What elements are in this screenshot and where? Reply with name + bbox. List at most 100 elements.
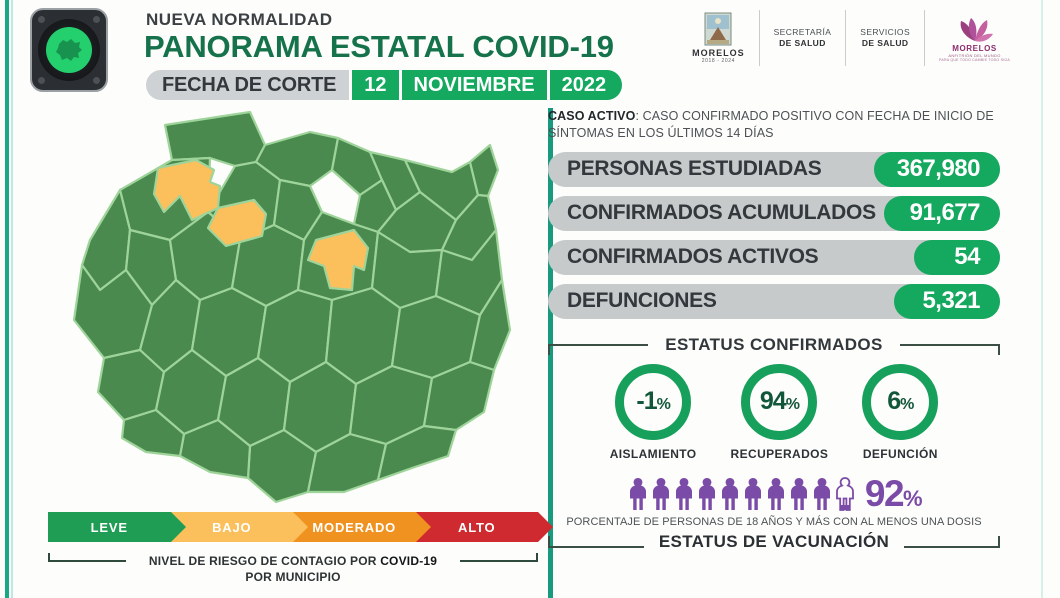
risk-level-leve[interactable]: LEVE bbox=[48, 512, 185, 542]
secretaria-line2: DE SALUD bbox=[779, 38, 826, 48]
cutoff-date-label: FECHA DE CORTE bbox=[146, 70, 350, 100]
traffic-light-green-lamp bbox=[46, 27, 92, 73]
traffic-light-icon bbox=[30, 8, 108, 92]
morelos-municipality-map[interactable] bbox=[55, 100, 535, 510]
vaccination-percent: 92% bbox=[864, 472, 923, 514]
logo-bar: MORELOS 2018 - 2024 SECRETARÍA DE SALUD … bbox=[678, 7, 1024, 69]
stat-value: 5,321 bbox=[894, 283, 1000, 319]
cutoff-date-pill: FECHA DE CORTE 12 NOVIEMBRE 2022 bbox=[146, 70, 623, 100]
risk-level-legend: LEVE BAJO MODERADO ALTO NIVEL DE RIESGO … bbox=[48, 512, 553, 585]
bracket-tick-right bbox=[998, 343, 1000, 355]
stat-label: PERSONAS ESTUDIADAS bbox=[567, 157, 822, 180]
legend-caption-a: NIVEL DE RIESGO DE CONTAGIO POR bbox=[148, 554, 381, 568]
status-percent: 94% bbox=[759, 387, 800, 415]
risk-level-alto[interactable]: ALTO bbox=[415, 512, 553, 542]
logo-secretaria-salud: SECRETARÍA DE SALUD bbox=[758, 10, 846, 66]
right-column: CASO ACTIVO: CASO CONFIRMADO POSITIVO CO… bbox=[548, 108, 1000, 554]
bracket-line-left bbox=[548, 545, 644, 548]
bracket-tick-left bbox=[48, 553, 50, 562]
risk-level-moderado[interactable]: MODERADO bbox=[293, 512, 430, 542]
risk-level-label: LEVE bbox=[90, 519, 128, 535]
secretaria-line1: SECRETARÍA bbox=[773, 26, 832, 37]
screw-icon bbox=[93, 77, 100, 84]
person-outline-icon bbox=[835, 476, 854, 511]
lotus-logo-name: MORELOS bbox=[952, 43, 997, 53]
municipality-leve bbox=[468, 278, 512, 372]
risk-level-label: ALTO bbox=[458, 519, 496, 535]
risk-arrow-row: LEVE BAJO MODERADO ALTO bbox=[48, 512, 553, 542]
lotus-logo-sub2: PARA QUE TODO CAMBIE TODO SIGA bbox=[939, 57, 1010, 62]
status-item-aislamiento[interactable]: -1% AISLAMIENTO bbox=[609, 363, 697, 461]
legend-caption-line2: POR MUNICIPIO bbox=[245, 570, 341, 585]
stat-label: CONFIRMADOS ACTIVOS bbox=[567, 245, 819, 268]
servicios-line2: DE SALUD bbox=[861, 38, 909, 48]
bracket-line-right bbox=[460, 560, 538, 562]
servicios-line1: SERVICIOS bbox=[860, 26, 911, 37]
donut-ring: -1% bbox=[615, 363, 692, 440]
stat-value: 54 bbox=[914, 239, 1000, 275]
municipality-bajo bbox=[152, 158, 222, 222]
vaccination-section-title: ESTATUS DE VACUNACIÓN bbox=[644, 531, 904, 552]
person-filled-icon bbox=[744, 477, 761, 510]
bracket-tick-right bbox=[998, 535, 1000, 548]
page-title: PANORAMA ESTATAL COVID-19 bbox=[144, 29, 614, 64]
municipality-leve bbox=[376, 424, 458, 482]
stat-row-confirmados-acumulados[interactable]: CONFIRMADOS ACUMULADOS 91,677 bbox=[548, 195, 1000, 231]
vaccination-section-header: ESTATUS DE VACUNACIÓN bbox=[548, 530, 1000, 554]
stat-row-personas-estudiadas[interactable]: PERSONAS ESTUDIADAS 367,980 bbox=[548, 151, 1000, 187]
municipality-bajo bbox=[206, 198, 268, 248]
bracket-line-right bbox=[904, 545, 1000, 548]
map-svg bbox=[72, 110, 512, 504]
bracket-line-left bbox=[48, 560, 126, 562]
stat-row-defunciones[interactable]: DEFUNCIONES 5,321 bbox=[548, 283, 1000, 319]
morelos-coat-of-arms-icon bbox=[704, 12, 732, 46]
vaccination-note: PORCENTAJE DE PERSONAS DE 18 AÑOS Y MÁS … bbox=[566, 515, 982, 528]
cutoff-date-month: NOVIEMBRE bbox=[401, 70, 547, 100]
bracket-line-left bbox=[548, 343, 648, 346]
status-item-recuperados[interactable]: 94% RECUPERADOS bbox=[730, 363, 829, 461]
left-edge-strip bbox=[5, 0, 9, 598]
definition-term: CASO ACTIVO bbox=[548, 109, 636, 123]
header-kicker: NUEVA NORMALIDAD bbox=[146, 10, 333, 29]
people-pictogram bbox=[627, 476, 856, 511]
legend-caption-b: COVID-19 bbox=[380, 554, 438, 568]
bracket-tick-left bbox=[548, 343, 550, 355]
stat-label: DEFUNCIONES bbox=[567, 289, 717, 312]
header: NUEVA NORMALIDAD PANORAMA ESTATAL COVID-… bbox=[22, 4, 1042, 108]
active-case-definition: CASO ACTIVO: CASO CONFIRMADO POSITIVO CO… bbox=[548, 108, 1000, 143]
status-item-defuncion[interactable]: 6% DEFUNCIÓN bbox=[862, 363, 939, 461]
screw-icon bbox=[38, 16, 45, 23]
right-edge-strip-light bbox=[1041, 0, 1043, 598]
cutoff-date-day: 12 bbox=[352, 70, 399, 100]
municipality-leve bbox=[163, 110, 267, 168]
logo-gobierno-morelos: MORELOS 2018 - 2024 bbox=[678, 10, 759, 66]
logo-morelos-years: 2018 - 2024 bbox=[701, 58, 735, 64]
person-filled-icon bbox=[767, 477, 784, 510]
risk-level-label: MODERADO bbox=[312, 519, 397, 535]
left-edge-strip-light bbox=[11, 0, 13, 598]
person-filled-icon bbox=[629, 477, 646, 510]
status-percent: 6% bbox=[887, 387, 914, 415]
vaccination-pictogram-row: 92% bbox=[548, 473, 1000, 515]
donut-ring: 6% bbox=[862, 363, 939, 440]
status-caption: DEFUNCIÓN bbox=[862, 446, 938, 461]
stat-row-confirmados-activos[interactable]: CONFIRMADOS ACTIVOS 54 bbox=[548, 239, 1000, 275]
donut-ring: 94% bbox=[741, 363, 818, 440]
stat-label: CONFIRMADOS ACUMULADOS bbox=[567, 201, 876, 224]
municipality-leve bbox=[468, 143, 500, 198]
status-section-header: ESTATUS CONFIRMADOS bbox=[548, 334, 1000, 356]
risk-level-label: BAJO bbox=[212, 519, 252, 535]
status-section-title: ESTATUS CONFIRMADOS bbox=[653, 334, 895, 355]
traffic-light-housing bbox=[38, 19, 100, 81]
logo-morelos-lotus: MORELOS ANFITRIÓN DEL MUNDO PARA QUE TOD… bbox=[924, 10, 1024, 66]
bracket-line-right bbox=[900, 343, 1000, 346]
status-caption: AISLAMIENTO bbox=[609, 446, 697, 461]
right-edge-strip bbox=[548, 108, 553, 598]
stat-value: 91,677 bbox=[884, 195, 1000, 231]
municipality-bajo bbox=[306, 228, 370, 292]
lotus-flower-icon bbox=[960, 17, 993, 42]
person-filled-icon bbox=[813, 477, 830, 510]
status-caption: RECUPERADOS bbox=[730, 446, 829, 461]
risk-level-bajo[interactable]: BAJO bbox=[170, 512, 308, 542]
